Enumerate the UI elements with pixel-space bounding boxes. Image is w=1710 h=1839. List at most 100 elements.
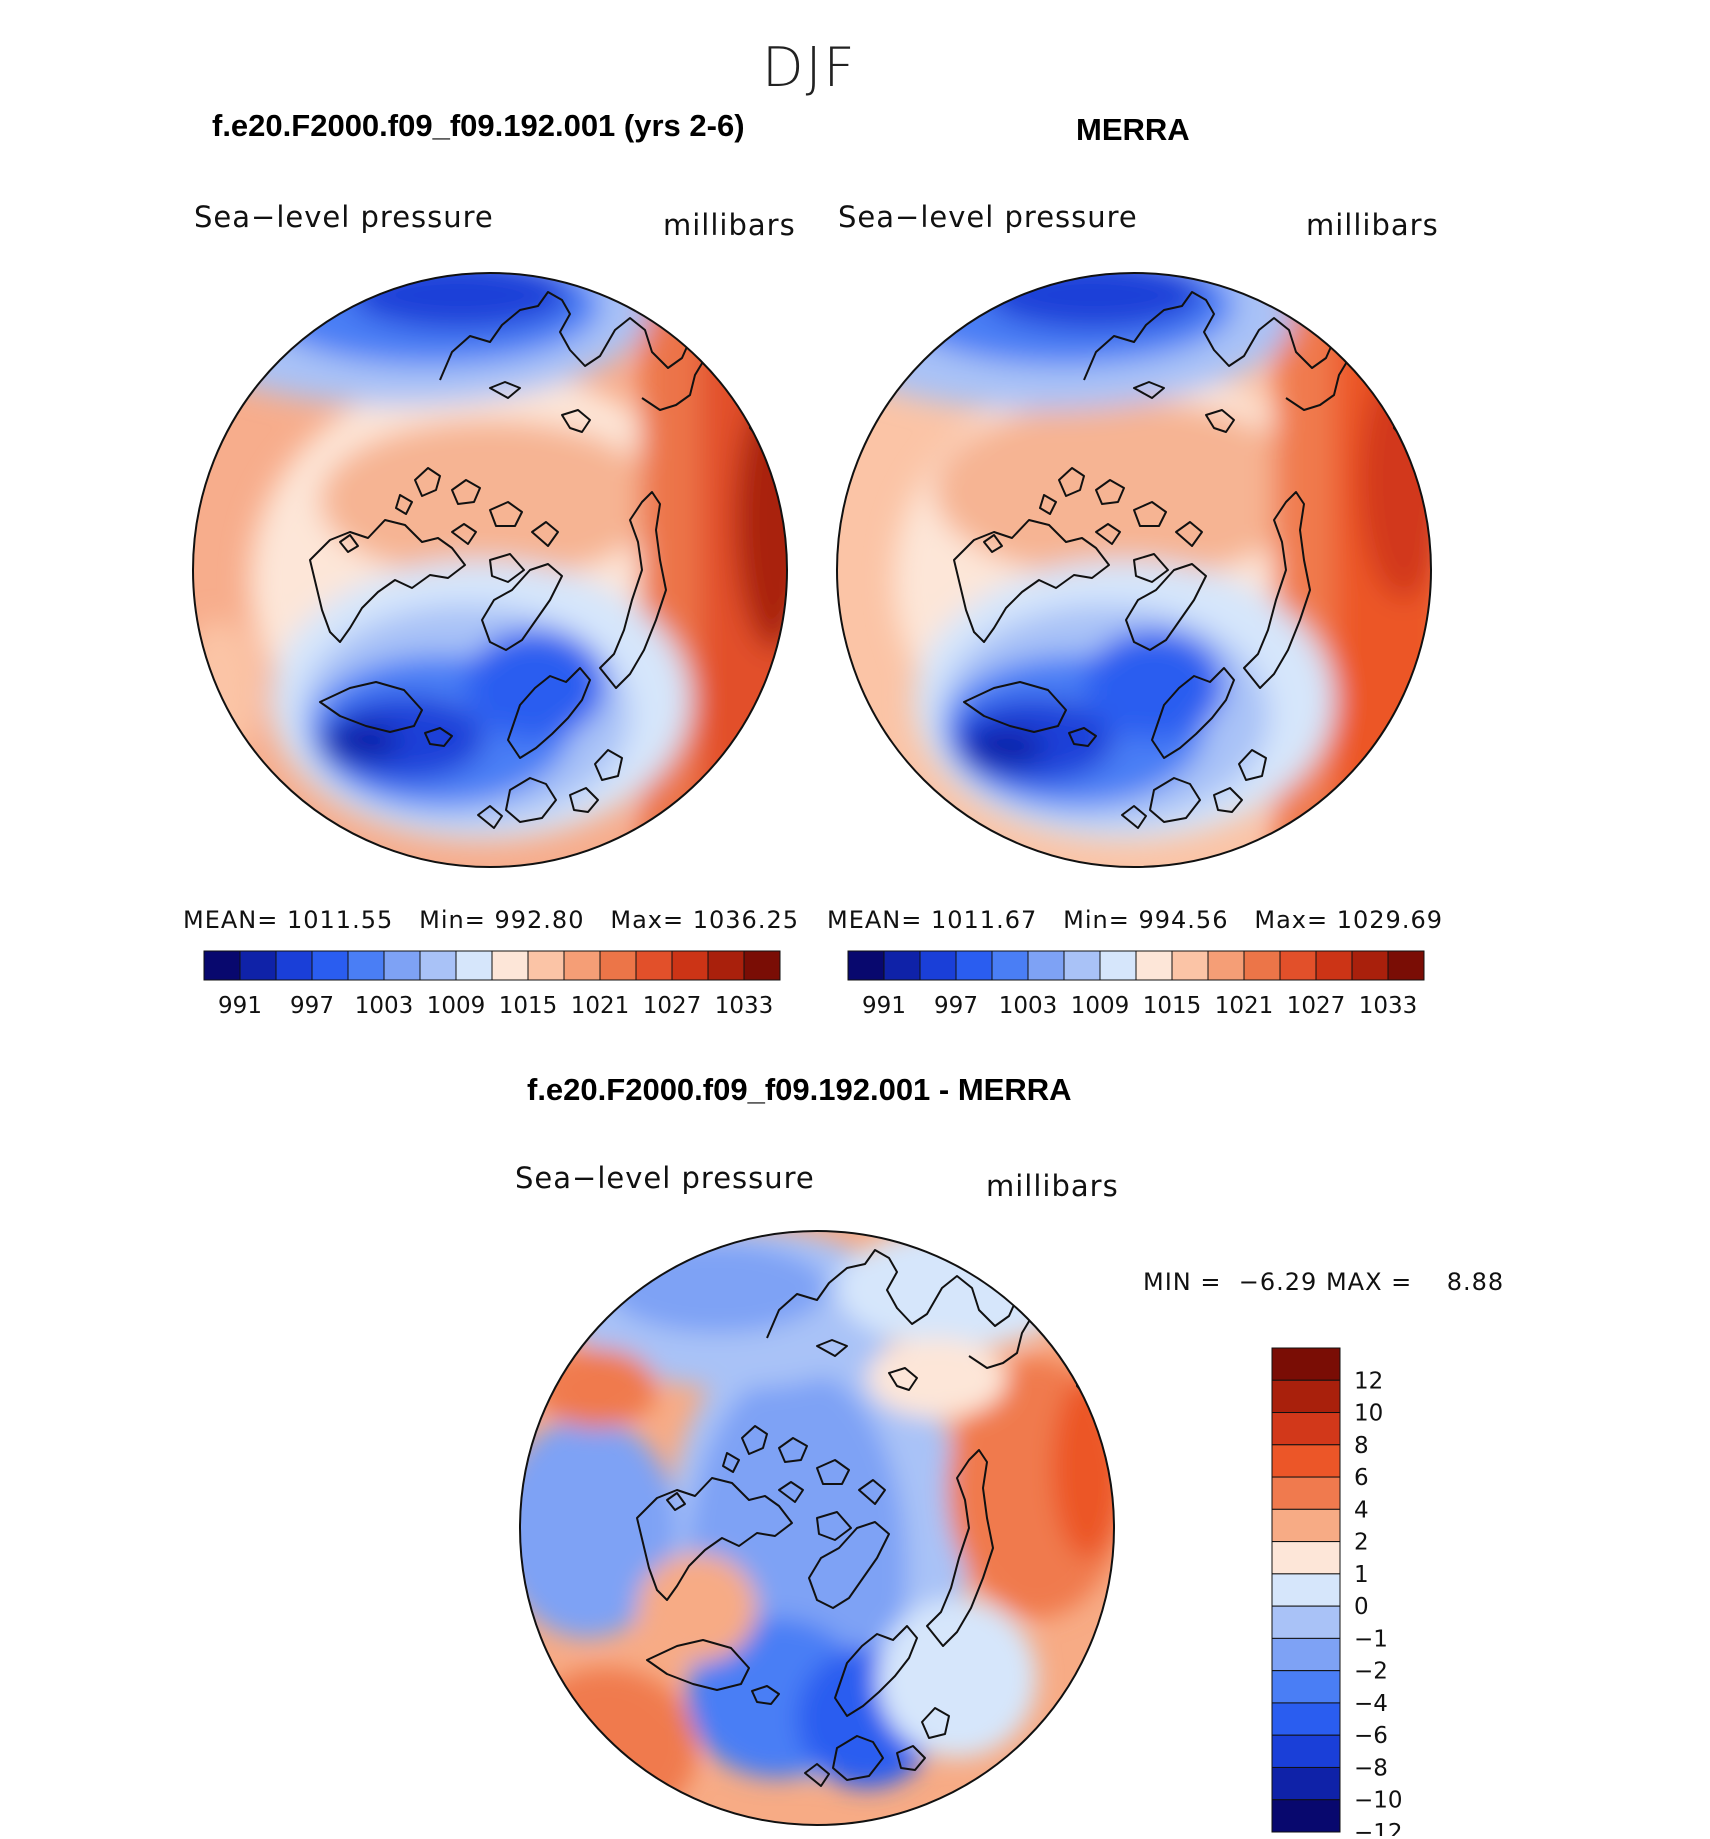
colorbar-swatch: [1271, 1670, 1341, 1704]
season-title: DJF: [762, 36, 857, 99]
colorbar-tick-label: 1003: [355, 993, 414, 1019]
colorbar-tick-label: 1003: [999, 993, 1058, 1019]
panel-2-title: MERRA: [1076, 112, 1190, 147]
colorbar-swatch: [1387, 950, 1425, 981]
colorbar-swatch: [1271, 1637, 1341, 1672]
colorbar-swatch: [347, 950, 385, 981]
colorbar-tick-label: −4: [1354, 1691, 1388, 1717]
panel-1-title: f.e20.F2000.f09_f09.192.001 (yrs 2-6): [212, 108, 745, 143]
panel-1-min: 992.80: [494, 906, 585, 934]
colorbar-tick-label: 12: [1354, 1368, 1383, 1394]
panel-1-variable: Sea−level pressure: [194, 200, 494, 234]
diff-units: millibars: [986, 1169, 1119, 1203]
colorbar-tick-label: 1021: [1215, 993, 1274, 1019]
colorbar-tick-label: 1027: [1287, 993, 1346, 1019]
panel-2-variable: Sea−level pressure: [838, 200, 1138, 234]
colorbar-swatch: [1271, 1702, 1341, 1736]
colorbar-tick-label: −8: [1354, 1755, 1388, 1781]
colorbar-tick-label: −1: [1354, 1626, 1388, 1652]
colorbar-swatch: [599, 950, 637, 981]
colorbar-swatch: [1243, 950, 1281, 981]
colorbar-tick-label: 1015: [1143, 993, 1202, 1019]
colorbar-tick-label: 1015: [499, 993, 558, 1019]
colorbar-swatch: [919, 950, 957, 981]
colorbar-1: 991 997 1003 1009 1015 1021 1027 1033: [203, 950, 781, 1019]
colorbar-tick-label: 1021: [571, 993, 630, 1019]
colorbar-2: 991 997 1003 1009 1015 1021 1027 1033: [847, 950, 1425, 1019]
colorbar-tick-label: 1033: [1359, 993, 1418, 1019]
colorbar-swatch: [1271, 1379, 1341, 1414]
colorbar-swatch: [491, 950, 529, 981]
colorbar-swatch: [1271, 1766, 1341, 1801]
colorbar-tick-label: 991: [218, 993, 262, 1019]
colorbar-swatch: [707, 950, 745, 981]
colorbar-tick-label: 1: [1354, 1562, 1369, 1588]
colorbar-swatch: [635, 950, 673, 981]
colorbar-tick-label: 10: [1354, 1401, 1383, 1427]
colorbar-swatch: [1271, 1799, 1341, 1833]
colorbar-swatch: [671, 950, 709, 981]
colorbar-swatch: [1271, 1508, 1341, 1543]
colorbar-swatch: [1279, 950, 1317, 981]
panel-1-units: millibars: [663, 208, 796, 242]
colorbar-swatch: [1271, 1541, 1341, 1575]
colorbar-swatch: [847, 950, 885, 981]
colorbar-tick-label: 997: [934, 993, 978, 1019]
colorbar-swatch: [1099, 950, 1137, 981]
colorbar-swatch: [1271, 1347, 1341, 1381]
colorbar-swatch: [1271, 1476, 1341, 1510]
colorbar-tick-label: −6: [1354, 1723, 1388, 1749]
colorbar-swatch: [883, 950, 921, 981]
diff-stats: MIN = −6.29 MAX = 8.88: [1143, 1268, 1505, 1296]
colorbar-swatch: [1063, 950, 1101, 981]
panel-1-max: 1036.25: [692, 906, 799, 934]
colorbar-swatch: [1135, 950, 1173, 981]
panel-2-units: millibars: [1306, 208, 1439, 242]
colorbar-swatch: [1027, 950, 1065, 981]
colorbar-swatch: [1271, 1573, 1341, 1607]
diff-max: 8.88: [1446, 1268, 1505, 1296]
colorbar-swatch: [203, 950, 241, 981]
panel-1-mean: 1011.55: [287, 906, 394, 934]
colorbar-swatch: [1271, 1444, 1341, 1478]
colorbar-swatch: [1207, 950, 1245, 981]
colorbar-tick-label: −12: [1354, 1820, 1403, 1836]
colorbar-tick-label: 997: [290, 993, 334, 1019]
colorbar-swatch: [1271, 1734, 1341, 1768]
diff-min: −6.29: [1238, 1268, 1318, 1296]
colorbar-tick-label: 0: [1354, 1594, 1369, 1620]
diff-variable: Sea−level pressure: [515, 1161, 815, 1195]
colorbar-swatch: [563, 950, 601, 981]
colorbar-tick-label: −10: [1354, 1788, 1403, 1814]
colorbar-swatch: [455, 950, 493, 981]
colorbar-tick-label: 991: [862, 993, 906, 1019]
colorbar-swatch: [955, 950, 993, 981]
panel-2-mean: 1011.67: [931, 906, 1038, 934]
colorbar-tick-label: 8: [1354, 1433, 1369, 1459]
colorbar-swatch: [275, 950, 313, 981]
colorbar-swatch: [419, 950, 457, 981]
diff-title: f.e20.F2000.f09_f09.192.001 - MERRA: [527, 1072, 1072, 1107]
colorbar-tick-label: 4: [1354, 1497, 1369, 1523]
colorbar-swatch: [1351, 950, 1389, 981]
colorbar-swatch: [991, 950, 1029, 981]
colorbar-tick-label: 2: [1354, 1530, 1369, 1556]
colorbar-tick-label: 6: [1354, 1465, 1369, 1491]
panel-2-min: 994.56: [1138, 906, 1229, 934]
diff-map: [519, 1230, 1115, 1826]
panel-1-stats: MEAN= 1011.55 Min= 992.80 Max= 1036.25: [183, 906, 799, 934]
colorbar-tick-label: 1009: [1071, 993, 1130, 1019]
panel-2-map: [836, 272, 1432, 868]
panel-1-map: [192, 272, 788, 868]
colorbar-swatch: [1315, 950, 1353, 981]
colorbar-tick-label: −2: [1354, 1659, 1388, 1685]
colorbar-swatch: [239, 950, 277, 981]
colorbar-swatch: [1271, 1605, 1341, 1639]
panel-2-stats: MEAN= 1011.67 Min= 994.56 Max= 1029.69: [827, 906, 1443, 934]
colorbar-tick-label: 1033: [715, 993, 774, 1019]
colorbar-swatch: [1271, 1412, 1341, 1446]
colorbar-swatch: [743, 950, 781, 981]
panel-2-max: 1029.69: [1336, 906, 1443, 934]
colorbar-swatch: [1171, 950, 1209, 981]
colorbar-tick-label: 1009: [427, 993, 486, 1019]
